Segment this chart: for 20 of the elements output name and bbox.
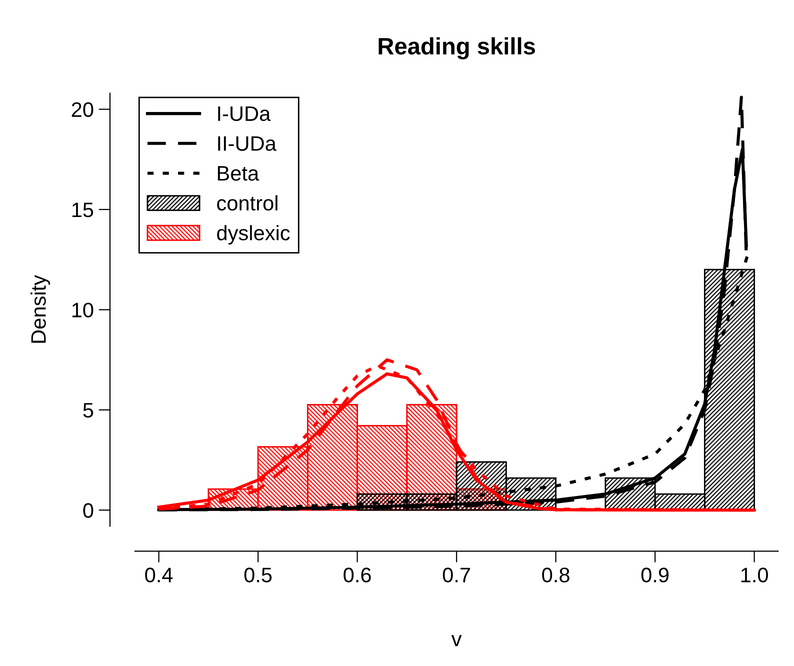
y-tick-label: 20	[72, 102, 94, 118]
legend-label: Beta	[218, 166, 260, 181]
x-tick-label: 1.0	[741, 568, 768, 582]
chart-title: Reading skills	[378, 37, 535, 60]
legend-label: I-UDa	[218, 106, 271, 122]
y-tick-label: 5	[83, 403, 94, 418]
x-tick-label: 0.5	[244, 568, 272, 582]
legend-label: dyslexic	[217, 225, 290, 245]
legend-label: II-UDa	[218, 136, 276, 151]
x-tick-label: 0.9	[641, 568, 669, 582]
y-axis-title: Density	[30, 274, 50, 343]
y-tick-label: 10	[72, 302, 94, 318]
y-tick-label: 15	[72, 202, 94, 218]
x-axis-title: v	[451, 635, 462, 646]
legend-label: control	[217, 195, 278, 211]
y-tick-label: 0	[83, 503, 94, 518]
x-tick-label: 0.4	[145, 568, 173, 582]
x-tick-label: 0.6	[344, 568, 371, 582]
x-tick-label: 0.7	[442, 568, 470, 582]
x-tick-label: 0.8	[542, 568, 570, 582]
